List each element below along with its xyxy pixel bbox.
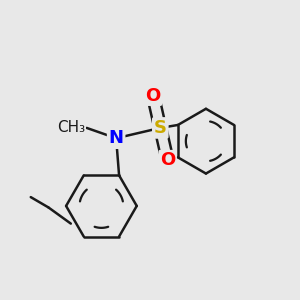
Text: S: S [154, 119, 167, 137]
Text: CH₃: CH₃ [57, 120, 85, 135]
Text: O: O [145, 86, 160, 104]
Text: N: N [109, 129, 124, 147]
Text: O: O [160, 151, 175, 169]
